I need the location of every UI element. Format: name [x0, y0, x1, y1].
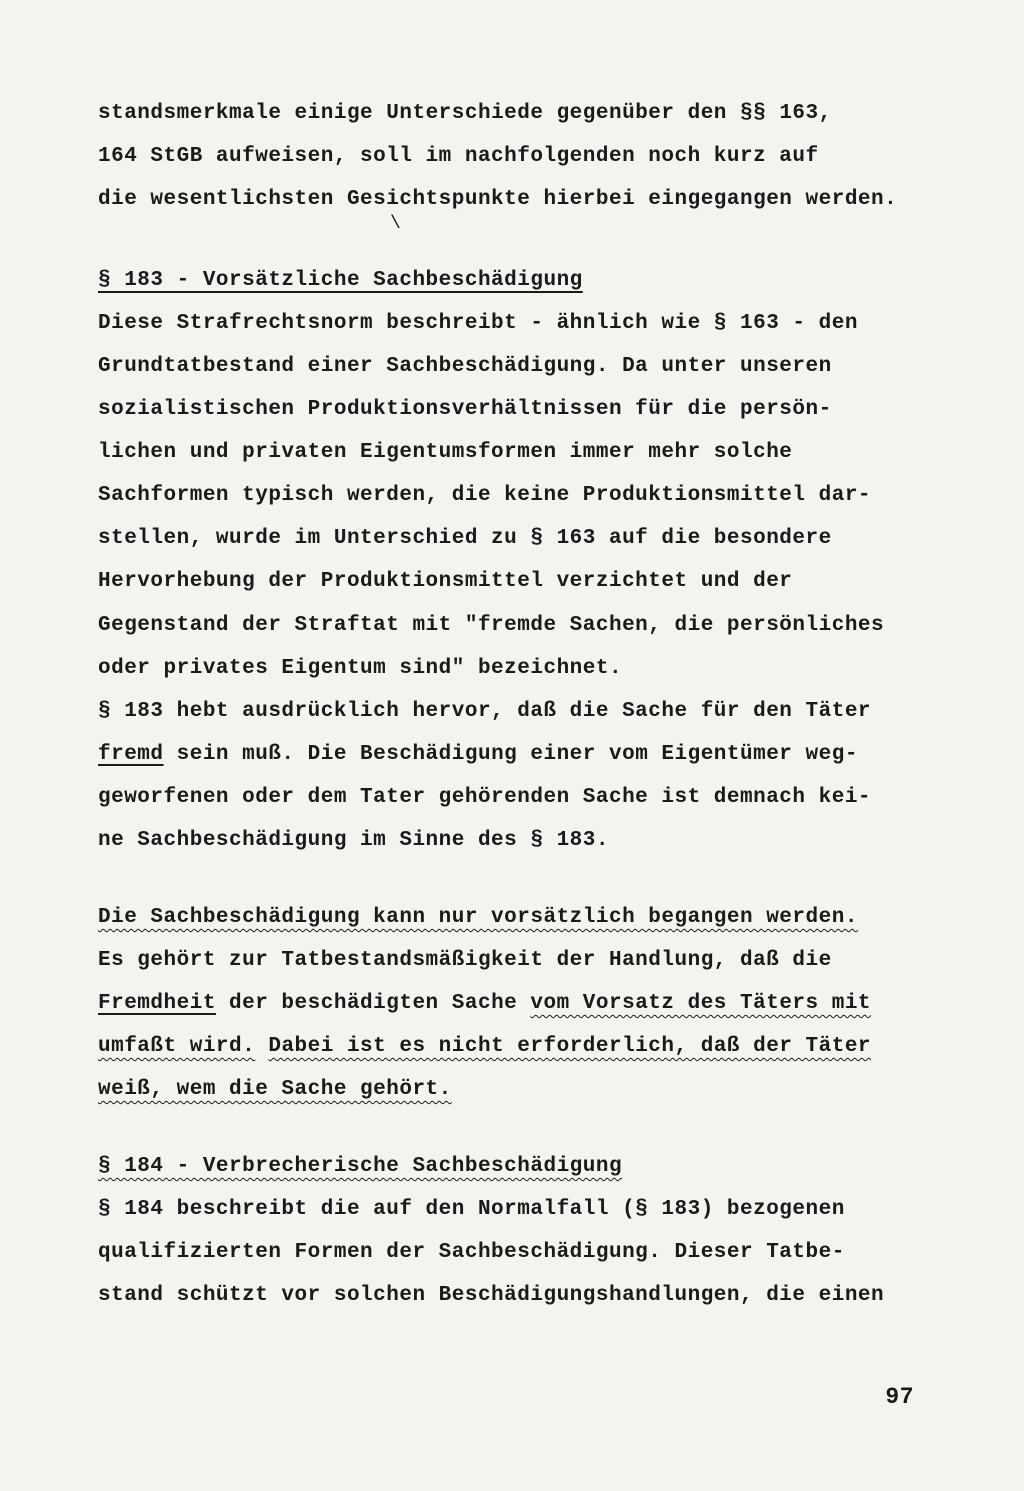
line: Sachformen typisch werden, die keine Pro… — [98, 484, 871, 507]
line-wavy: vom Vorsatz des Täters mit — [530, 992, 871, 1015]
body-184: § 184 beschreibt die auf den Normalfall … — [98, 1188, 946, 1317]
line-wavy: umfaßt wird. — [98, 1035, 255, 1058]
line-wavy: Dabei ist es nicht erforderlich, daß der… — [268, 1035, 871, 1058]
intro-paragraph: standsmerkmale einige Unterschiede gegen… — [98, 92, 946, 221]
underline-fremdheit: Fremdheit — [98, 992, 216, 1015]
line: sein muß. Die Beschädigung einer vom Eig… — [164, 743, 858, 766]
intro-bold: standsmerkmale einige — [98, 102, 373, 125]
heading-text: § 183 - Vorsätzliche Sachbeschädigung — [98, 269, 583, 292]
body-183-p1: Diese Strafrechtsnorm beschreibt - ähnli… — [98, 302, 946, 862]
stray-mark: \ — [390, 206, 401, 243]
section-184: § 184 - Verbrecherische Sachbeschädigung… — [98, 1145, 946, 1317]
section-183: § 183 - Vorsätzliche Sachbeschädigung Di… — [98, 259, 946, 862]
line: § 184 beschreibt die auf den Normalfall … — [98, 1198, 845, 1221]
line: der beschädigten Sache — [216, 992, 530, 1015]
underline-fremd: fremd — [98, 743, 164, 766]
page-number: 97 — [885, 1374, 914, 1421]
line: geworfenen oder dem Tater gehörenden Sac… — [98, 786, 871, 809]
section-183-p2: Die Sachbeschädigung kann nur vorsätzlic… — [98, 896, 946, 1111]
line: stellen, wurde im Unterschied zu § 163 a… — [98, 527, 832, 550]
intro-text: Unterschiede gegenüber den §§ 163, — [373, 102, 832, 125]
line-wavy: Die Sachbeschädigung kann nur vorsätzlic… — [98, 906, 858, 929]
line — [255, 1035, 268, 1058]
line: ne Sachbeschädigung im Sinne des § 183. — [98, 829, 609, 852]
intro-text: 164 StGB aufweisen, soll im nachfolgende… — [98, 145, 819, 168]
line: § 183 hebt ausdrücklich hervor, daß die … — [98, 700, 871, 723]
intro-text: die wesentlichsten Gesichtspunkte hierbe… — [98, 188, 897, 211]
line: qualifizierten Formen der Sachbeschädigu… — [98, 1241, 845, 1264]
heading-text: § 184 - Verbrecherische Sachbeschädigung — [98, 1155, 622, 1178]
line: oder privates Eigentum sind" bezeichnet. — [98, 657, 622, 680]
line: stand schützt vor solchen Beschädigungsh… — [98, 1284, 884, 1307]
line-wavy: weiß, wem die Sache gehört. — [98, 1078, 452, 1101]
heading-183: § 183 - Vorsätzliche Sachbeschädigung — [98, 259, 946, 302]
line: sozialistischen Produktionsverhältnissen… — [98, 398, 832, 421]
line: Es gehört zur Tatbestandsmäßigkeit der H… — [98, 949, 832, 972]
line: lichen und privaten Eigentumsformen imme… — [98, 441, 792, 464]
heading-184: § 184 - Verbrecherische Sachbeschädigung — [98, 1145, 946, 1188]
line: Diese Strafrechtsnorm beschreibt - ähnli… — [98, 312, 858, 335]
line: Gegenstand der Straftat mit "fremde Sach… — [98, 614, 884, 637]
line: Grundtatbestand einer Sachbeschädigung. … — [98, 355, 832, 378]
line: Hervorhebung der Produktionsmittel verzi… — [98, 570, 792, 593]
